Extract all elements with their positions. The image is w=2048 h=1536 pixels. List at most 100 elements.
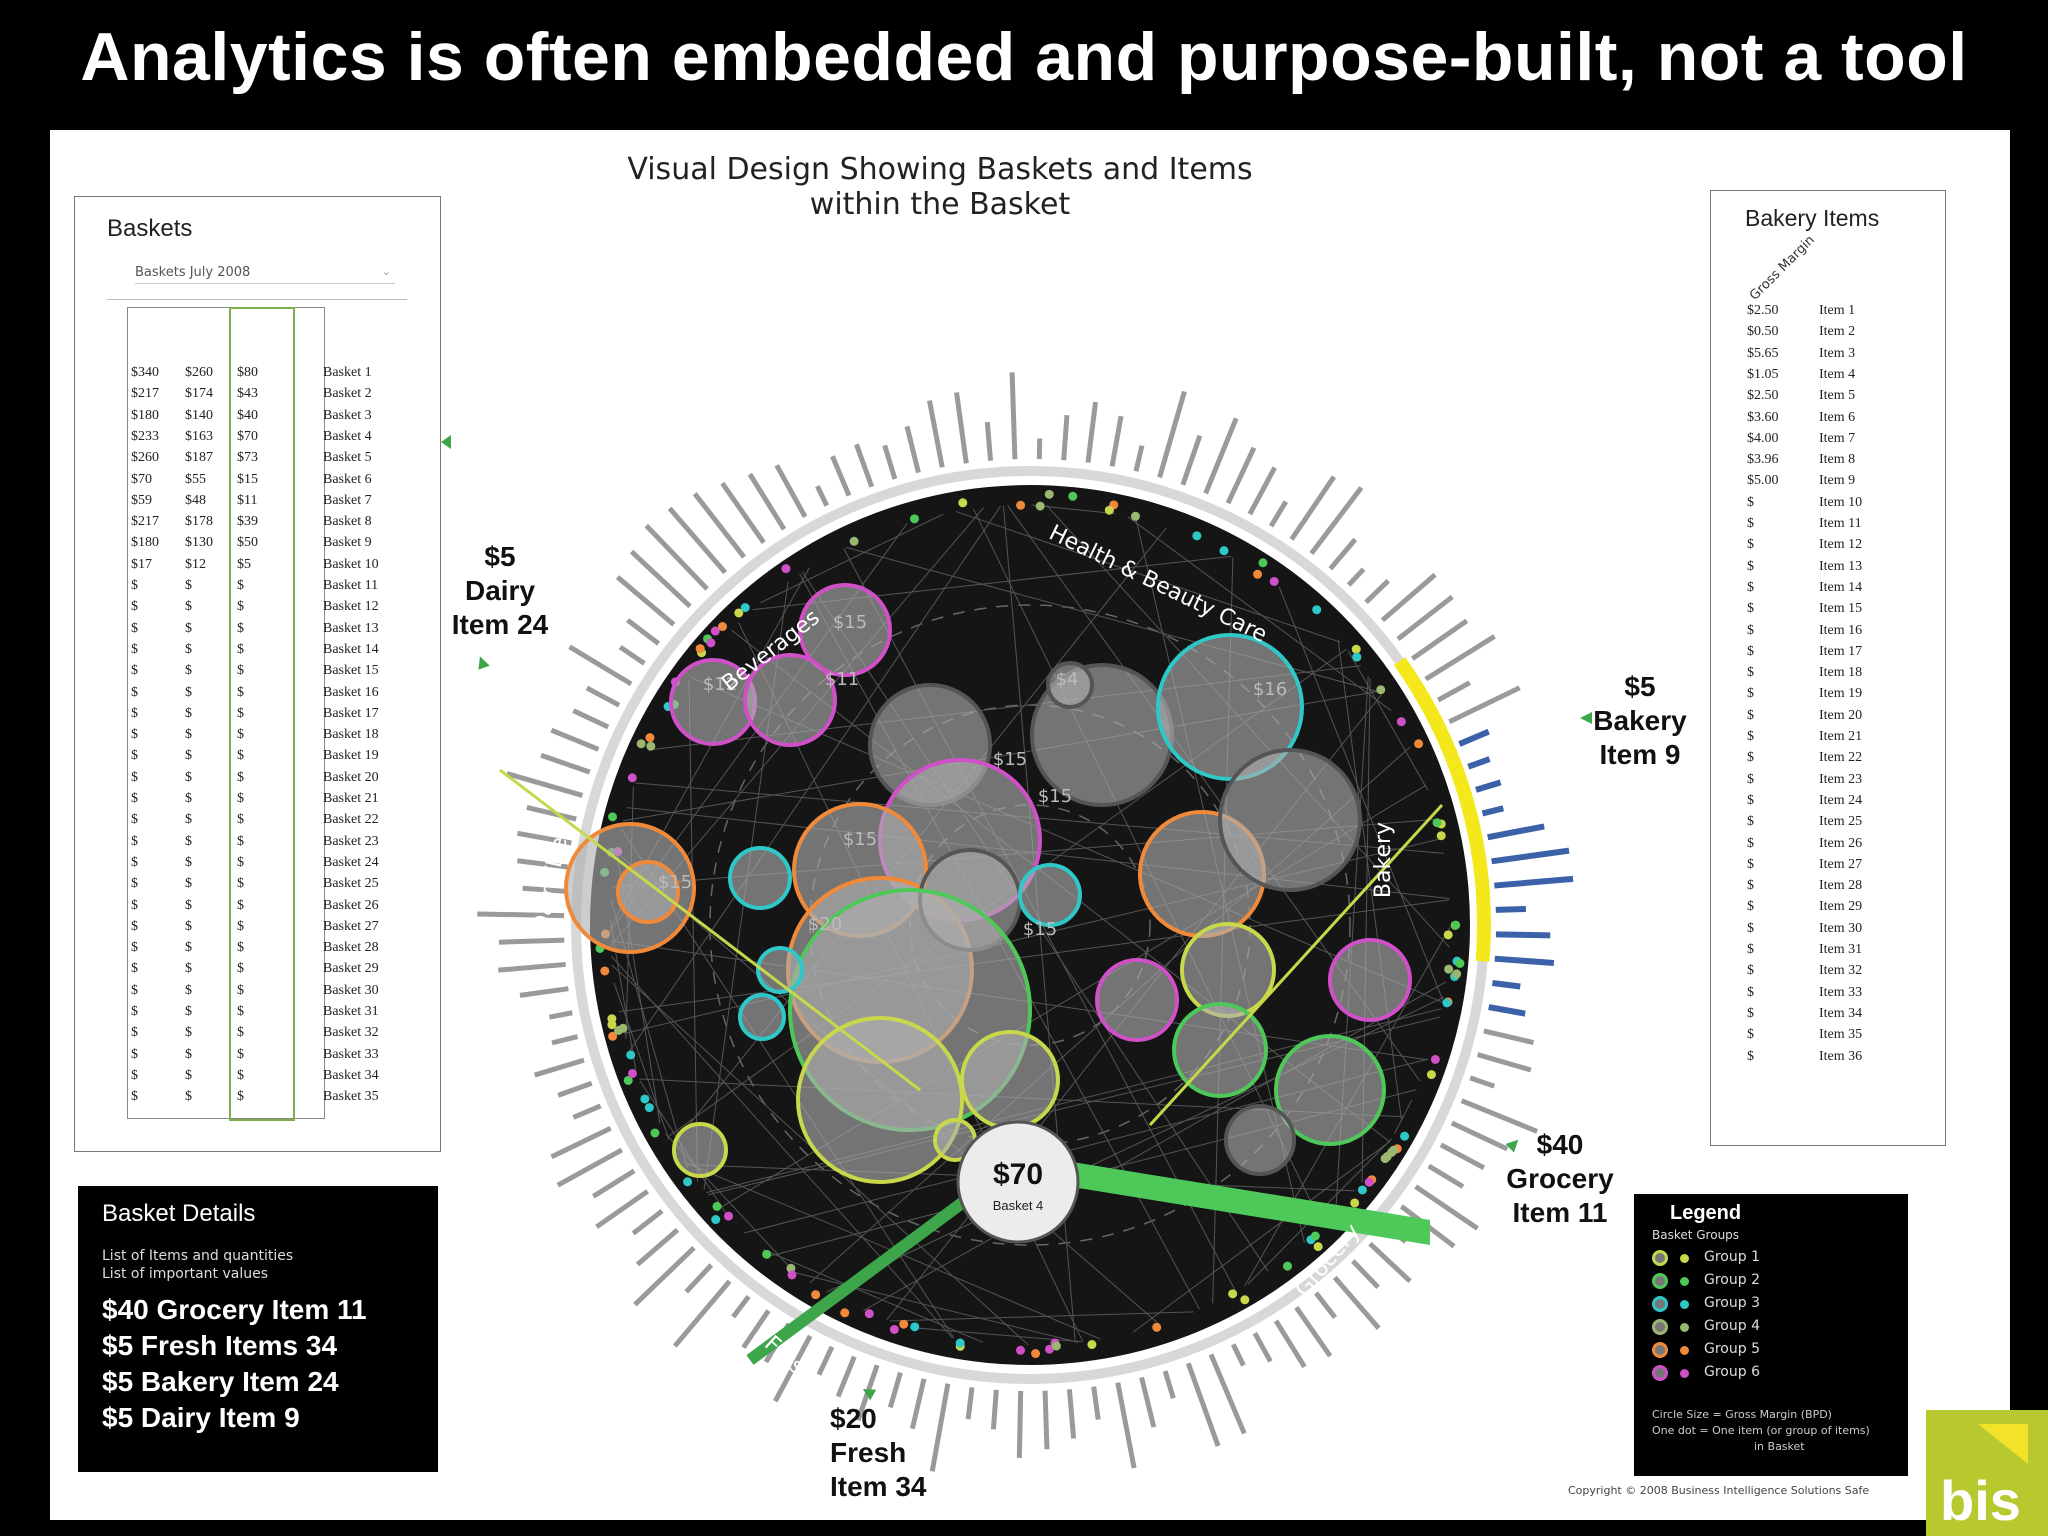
item-dot xyxy=(717,622,727,632)
basket-bubble xyxy=(738,993,786,1041)
radial-bar xyxy=(556,1147,624,1188)
baskets-panel: Baskets Baskets July 2008 ⌄ $340 $260 $80 B… xyxy=(74,196,451,1152)
table-cell: $ xyxy=(185,705,192,721)
item-label: Item 14 xyxy=(1819,579,1863,595)
gross-margin-value: $ xyxy=(1747,729,1754,744)
radial-bar xyxy=(854,443,875,488)
item-dot xyxy=(1443,930,1453,940)
radial-bar xyxy=(1380,572,1437,623)
callout-fresh-value: $20 xyxy=(830,1403,877,1434)
item-dot xyxy=(1312,605,1322,615)
table-cell: $ xyxy=(131,833,138,849)
radial-bar xyxy=(1448,685,1521,725)
table-cell: $ xyxy=(131,748,138,764)
table-cell: $ xyxy=(237,1067,244,1083)
radial-bar xyxy=(1476,1052,1532,1073)
item-dot xyxy=(628,1068,638,1078)
item-dot xyxy=(706,638,716,648)
table-cell: $ xyxy=(131,599,138,615)
table-cell: $ xyxy=(131,854,138,870)
table-cell: $163 xyxy=(185,428,213,444)
radial-bar xyxy=(1252,1331,1273,1363)
basket-bubble xyxy=(672,1122,728,1178)
radial-bar xyxy=(1436,680,1471,703)
radial-bar xyxy=(1061,414,1070,461)
baskets-month-select[interactable]: Baskets July 2008 ⌄ xyxy=(135,265,395,284)
radial-bar xyxy=(550,1125,612,1160)
table-cell: $ xyxy=(237,1089,244,1105)
bubble-value-label: $15 xyxy=(1023,919,1057,940)
connection-line xyxy=(863,981,1447,1312)
callout-grocery-category: Grocery xyxy=(1506,1163,1614,1194)
item-dot xyxy=(712,1201,722,1211)
callout-bakery-item: Item 9 xyxy=(1599,739,1681,770)
basket-bubble xyxy=(1095,958,1179,1042)
table-cell: $ xyxy=(185,833,192,849)
item-dot xyxy=(781,564,791,574)
table-cell: $ xyxy=(185,961,192,977)
connection-line xyxy=(1127,516,1392,712)
table-cell: $ xyxy=(237,812,244,828)
table-cell: $ xyxy=(237,684,244,700)
radial-bar xyxy=(1488,1004,1526,1017)
radial-bar xyxy=(1115,1382,1137,1469)
group-ring-icon xyxy=(1652,1365,1668,1381)
item-dot xyxy=(1219,546,1229,556)
item-dot xyxy=(786,1263,796,1273)
item-dot xyxy=(1376,685,1386,695)
gross-margin-value: $ xyxy=(1747,622,1754,638)
table-cell: $59 xyxy=(131,492,152,508)
table-cell: $140 xyxy=(185,407,213,423)
table-cell: $ xyxy=(237,961,244,977)
radial-bar xyxy=(1492,979,1521,990)
table-cell: $ xyxy=(237,833,244,849)
legend-label: Group 4 xyxy=(1704,1318,1760,1334)
item-label: Item 27 xyxy=(1819,856,1863,872)
item-label: Item 31 xyxy=(1819,942,1863,957)
table-cell: $ xyxy=(131,897,138,913)
callout-fresh-category: Fresh xyxy=(830,1437,907,1468)
table-cell: $217 xyxy=(131,514,159,530)
radial-bar xyxy=(1495,931,1551,939)
legend-label: Group 5 xyxy=(1704,1341,1760,1357)
connection-line xyxy=(618,899,1450,1013)
radial-bar xyxy=(904,425,921,474)
bakery-marker-icon xyxy=(1580,712,1592,724)
callout-grocery-value: $40 xyxy=(1536,1129,1584,1160)
item-dot xyxy=(724,1211,734,1221)
item-label: Item 30 xyxy=(1819,920,1863,936)
gross-margin-value: $4.00 xyxy=(1747,430,1779,446)
radial-bar xyxy=(984,421,994,461)
grocery-link xyxy=(1060,1160,1430,1245)
radial-bar xyxy=(835,1355,857,1398)
table-cell: $260 xyxy=(185,365,213,380)
item-label: Item 7 xyxy=(1819,430,1856,446)
gross-margin-value: $ xyxy=(1747,494,1754,510)
table-cell: $ xyxy=(131,791,138,806)
table-cell: Basket 29 xyxy=(323,961,379,977)
radial-bar xyxy=(1487,823,1545,841)
connection-line xyxy=(629,505,1002,1052)
radial-bar xyxy=(1294,1305,1333,1358)
radial-bar xyxy=(1346,567,1366,587)
table-cell: Basket 21 xyxy=(323,791,379,806)
gross-margin-value: $ xyxy=(1747,579,1754,595)
connection-line xyxy=(793,1271,1079,1343)
item-dot xyxy=(1228,1289,1238,1299)
basket-bubble xyxy=(1218,748,1362,892)
radial-bar xyxy=(1313,1291,1337,1319)
item-dot xyxy=(1035,501,1045,511)
radial-bar xyxy=(830,455,852,497)
table-cell: $ xyxy=(185,684,192,700)
radial-bar xyxy=(815,485,830,507)
legend-panel: Legend Basket Groups Group 1 Group 2 Group… xyxy=(1634,1194,1908,1476)
table-cell: $ xyxy=(237,620,244,636)
radial-bar xyxy=(887,1371,903,1409)
radial-bar xyxy=(855,1364,880,1422)
table-cell: $ xyxy=(237,1025,244,1041)
radial-bar xyxy=(626,618,661,646)
item-dot xyxy=(1380,1154,1390,1164)
radial-bar xyxy=(1328,537,1358,571)
table-cell: $ xyxy=(185,982,192,998)
table-cell: $73 xyxy=(237,450,258,466)
